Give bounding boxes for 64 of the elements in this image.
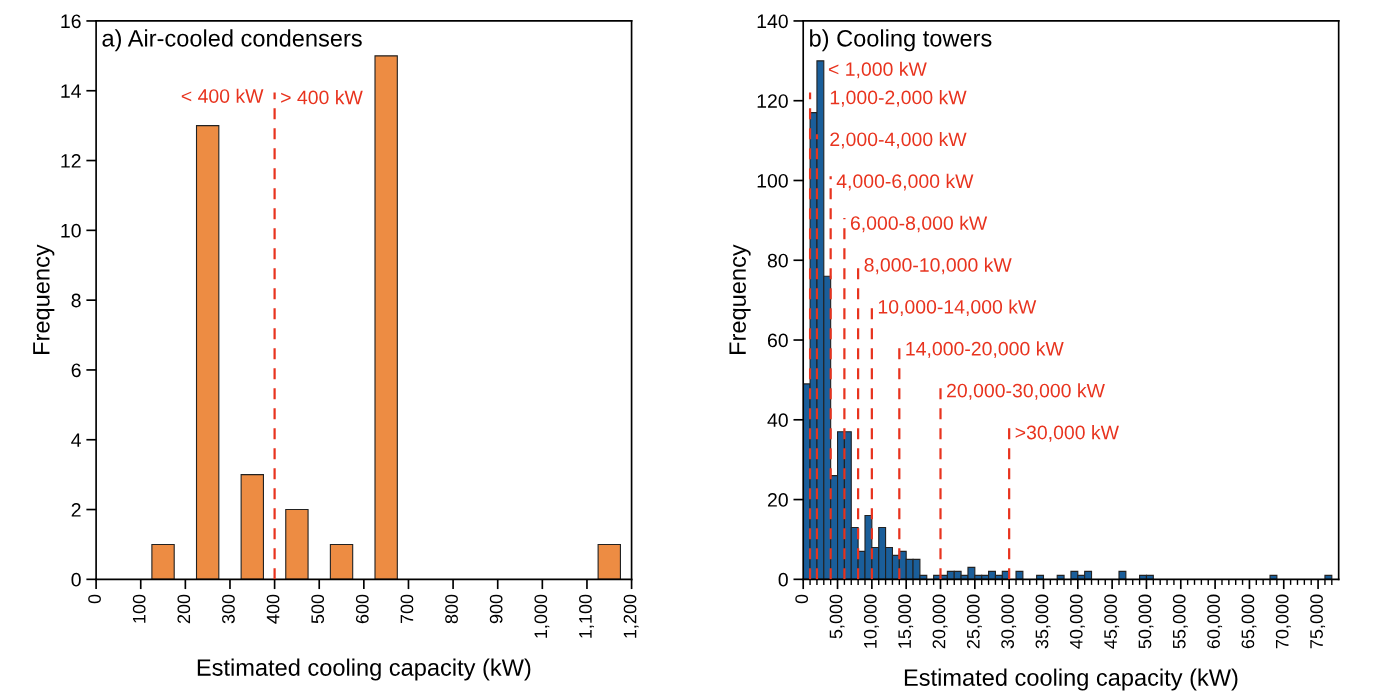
annotation: < 400 kW xyxy=(181,88,264,103)
x-tick-label: 5,000 xyxy=(829,594,845,639)
ref-line-label: 1,000-2,000 kW xyxy=(830,90,967,107)
y-tick-label: 60 xyxy=(767,333,788,348)
y-tick-label: 8 xyxy=(71,293,81,308)
ref-line-label: >30,000 kW xyxy=(1015,425,1119,442)
y-tick-label: 10 xyxy=(61,223,81,238)
x-tick-label: 0 xyxy=(795,594,809,604)
y-axis-title: Frequency xyxy=(729,244,751,354)
y-tick-label: 120 xyxy=(757,94,788,108)
x-tick-label: 75,000 xyxy=(1310,594,1326,649)
x-tick-label: 100 xyxy=(132,594,146,623)
ref-line-label: 20,000-30,000 kW xyxy=(947,383,1105,400)
x-tick-label: 0 xyxy=(88,594,101,604)
y-tick-label: 6 xyxy=(71,363,81,378)
x-tick-label: 200 xyxy=(177,594,191,624)
x-tick-label: 15,000 xyxy=(898,594,914,648)
x-tick-label: 10,000 xyxy=(863,594,879,648)
y-tick-label: 100 xyxy=(757,173,788,188)
y-tick-label: 12 xyxy=(61,154,81,168)
x-tick-label: 65,000 xyxy=(1241,594,1257,649)
y-tick-label: 2 xyxy=(71,503,81,517)
chart-title: b) Cooling towers xyxy=(810,29,992,52)
y-tick-label: 0 xyxy=(71,572,81,587)
ref-line-label: 2,000-4,000 kW xyxy=(830,131,967,149)
y-tick-label: 80 xyxy=(767,253,788,268)
y-tick-label: 20 xyxy=(767,493,788,507)
x-tick-label: 300 xyxy=(222,594,235,624)
x-tick-label: 30,000 xyxy=(1001,594,1017,649)
x-tick-label: 600 xyxy=(355,594,369,624)
x-tick-label: 700 xyxy=(400,594,414,624)
x-tick-label: 900 xyxy=(489,594,503,624)
x-tick-label: 60,000 xyxy=(1207,594,1223,649)
x-tick-label: 25,000 xyxy=(966,594,982,649)
x-tick-label: 55,000 xyxy=(1172,594,1188,649)
x-tick-label: 50,000 xyxy=(1138,594,1154,649)
y-tick-label: 16 xyxy=(61,14,81,29)
x-axis-title: Estimated cooling capacity (kW) xyxy=(904,668,1238,691)
x-tick-label: 400 xyxy=(266,594,280,624)
x-tick-label: 1,100 xyxy=(579,594,594,638)
x-tick-label: 1,000 xyxy=(534,594,550,638)
x-tick-label: 45,000 xyxy=(1104,594,1120,649)
y-axis-title: Frequency xyxy=(33,244,55,354)
ref-line-label: 14,000-20,000 kW xyxy=(906,341,1064,358)
ref-line-label: 6,000-8,000 kW xyxy=(850,215,988,233)
annotation: < 1,000 kW xyxy=(828,61,927,79)
ref-line-label: 10,000-14,000 kW xyxy=(878,299,1037,317)
x-tick-label: 70,000 xyxy=(1275,594,1291,649)
ref-line-label: 4,000-6,000 kW xyxy=(836,173,974,191)
y-tick-label: 14 xyxy=(61,84,81,98)
x-tick-label: 500 xyxy=(311,594,325,624)
x-tick-label: 35,000 xyxy=(1035,594,1051,649)
y-tick-label: 40 xyxy=(767,413,788,428)
x-tick-label: 20,000 xyxy=(932,594,948,649)
x-tick-label: 40,000 xyxy=(1069,594,1085,649)
y-tick-label: 4 xyxy=(71,433,81,447)
ref-line-label: > 400 kW xyxy=(281,90,363,105)
y-tick-label: 140 xyxy=(757,14,788,29)
x-tick-label: 800 xyxy=(445,594,458,624)
x-tick-label: 1,200 xyxy=(623,594,639,638)
chart-title: a) Air-cooled condensers xyxy=(102,29,362,52)
ref-line-label: 8,000-10,000 kW xyxy=(864,257,1012,275)
x-axis-title: Estimated cooling capacity (kW) xyxy=(197,658,531,681)
y-tick-label: 0 xyxy=(778,572,788,587)
